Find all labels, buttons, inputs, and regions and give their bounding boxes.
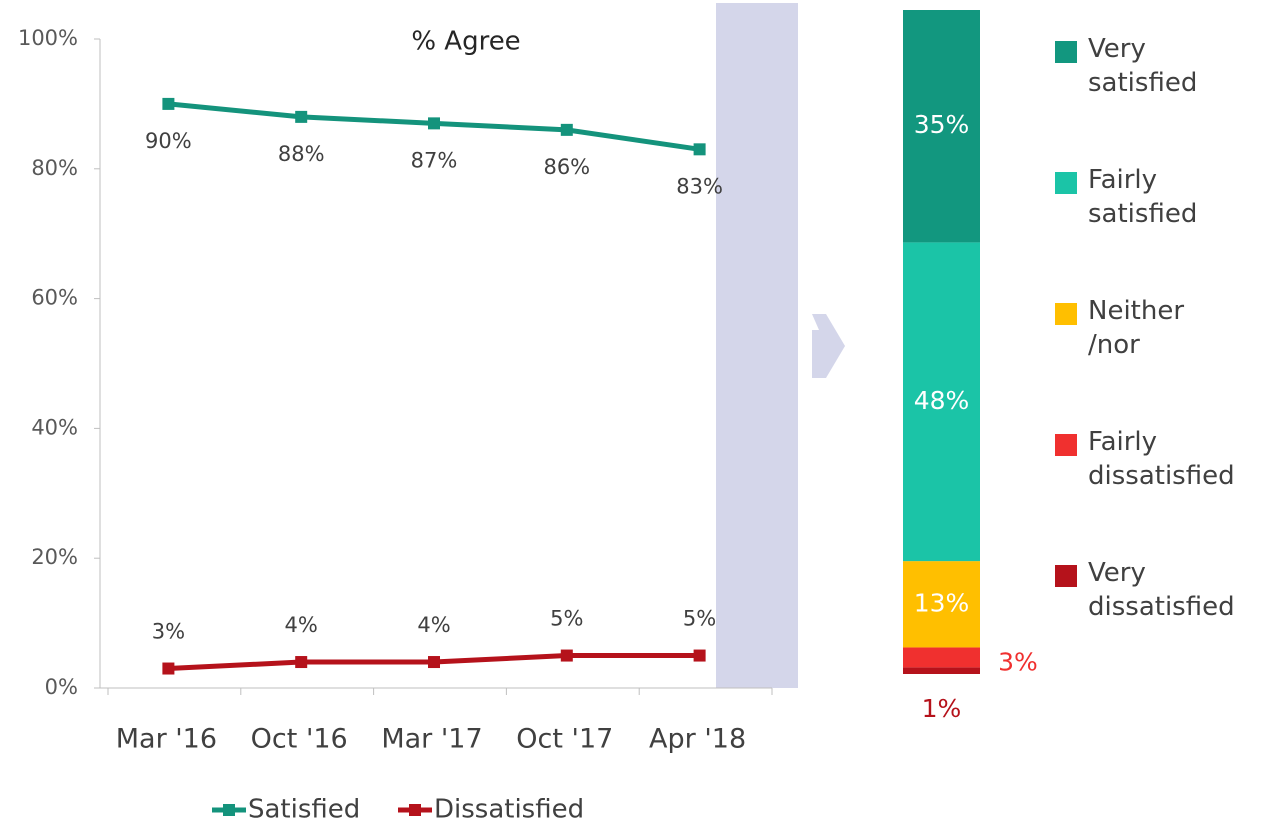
marker — [295, 656, 308, 669]
data-label: 4% — [417, 613, 450, 637]
y-tick-label: 0% — [45, 675, 78, 699]
marker — [560, 123, 573, 136]
x-tick-label: Apr '18 — [649, 724, 746, 755]
marker — [295, 110, 308, 123]
marker — [162, 97, 175, 110]
bar-segment — [903, 561, 980, 648]
legend-label: Neither /nor — [1088, 296, 1185, 360]
data-label: 5% — [683, 607, 716, 631]
bar-segment — [903, 667, 980, 674]
data-label: 3% — [998, 647, 1038, 676]
bar-segment — [903, 10, 980, 243]
marker — [693, 649, 706, 662]
data-label: 48% — [914, 386, 970, 415]
legend-label: Fairly dissatisfied — [1088, 427, 1235, 491]
y-tick-label: 80% — [31, 156, 78, 180]
arrow-head — [812, 314, 845, 378]
data-label: 88% — [278, 142, 325, 166]
chart-title: % Agree — [411, 27, 520, 57]
data-label: 83% — [676, 174, 723, 198]
marker — [560, 649, 573, 662]
legend-label: Very satisfied — [1088, 34, 1198, 98]
x-tick-label: Mar '16 — [116, 724, 217, 755]
legend-swatch — [1055, 565, 1077, 587]
data-label: 86% — [543, 155, 590, 179]
highlight-band — [716, 3, 798, 688]
bar-segment — [903, 242, 980, 562]
data-label: 4% — [285, 613, 318, 637]
legend-label: Very dissatisfied — [1088, 558, 1235, 622]
y-tick-label: 60% — [31, 286, 78, 310]
legend-swatch — [1055, 303, 1077, 325]
y-tick-label: 20% — [31, 545, 78, 569]
x-tick-label: Oct '17 — [516, 724, 613, 755]
legend-label: Fairly satisfied — [1088, 165, 1198, 229]
legend-swatch — [1055, 41, 1077, 63]
marker — [428, 117, 440, 130]
x-tick-label: Mar '17 — [381, 724, 482, 755]
y-tick-label: 100% — [18, 26, 78, 50]
bar-segment — [903, 647, 980, 668]
data-label: 35% — [914, 110, 970, 139]
data-label: 87% — [411, 148, 458, 172]
y-tick-label: 40% — [31, 415, 78, 439]
marker — [428, 656, 440, 669]
marker — [693, 143, 706, 156]
data-label: 1% — [922, 694, 962, 723]
data-label: 13% — [914, 588, 970, 617]
data-label: 3% — [152, 620, 185, 644]
legend-label: Dissatisfied — [434, 795, 584, 825]
legend-swatch — [1055, 172, 1077, 194]
legend-marker — [223, 804, 235, 816]
x-tick-label: Oct '16 — [251, 724, 348, 755]
data-label: 90% — [145, 129, 192, 153]
data-label: 5% — [550, 607, 583, 631]
legend-label: Satisfied — [248, 795, 360, 825]
legend-swatch — [1055, 434, 1077, 456]
marker — [162, 662, 175, 675]
legend-marker — [409, 804, 421, 816]
